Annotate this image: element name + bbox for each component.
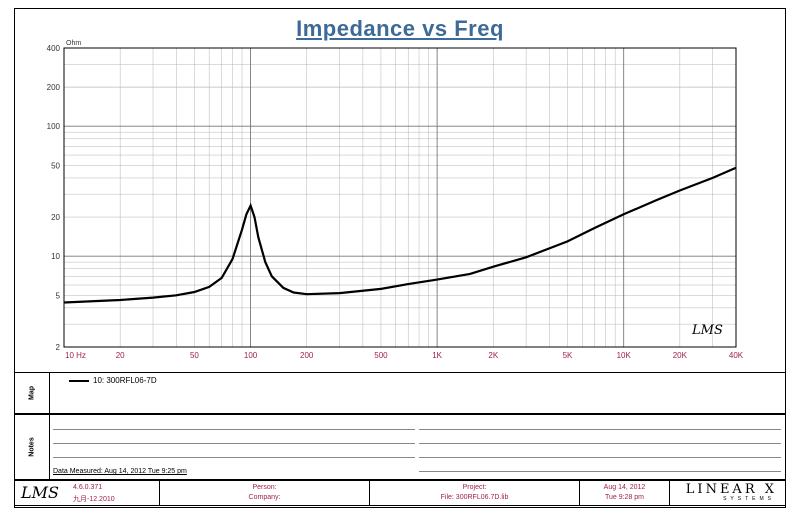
y-tick-label: 20 (51, 213, 60, 222)
footer-time: Tue 9:28 pm (604, 494, 645, 501)
x-tick-label: 100 (244, 351, 258, 360)
map-side-label: Map (15, 373, 50, 413)
x-tick-label: 500 (374, 351, 388, 360)
footer-person-cell: Person: Company: (160, 481, 370, 505)
notes-line (53, 429, 415, 430)
plot-border (63, 47, 737, 348)
linearx-logo: LINEAR X (685, 482, 777, 497)
footer-version-cell: LMS 4.6.0.371 九月-12.2010 (15, 481, 160, 505)
notes-line (419, 429, 781, 430)
notes-line (53, 443, 415, 444)
y-unit-label: Ohm (66, 40, 81, 47)
notes-side-label: Notes (15, 415, 50, 479)
legend-entry: 10: 300RFL06-7D (93, 376, 157, 385)
footer-project-cell: Project: File: 300RFL06.7D.lib (370, 481, 580, 505)
y-tick-label: 400 (47, 44, 61, 53)
grid-minor (64, 47, 737, 348)
footer-date-cell: Aug 14, 2012 Tue 9:28 pm (580, 481, 670, 505)
x-tick-label: 200 (300, 351, 314, 360)
lms-footer-logo: LMS (21, 483, 59, 502)
y-tick-label: 50 (51, 161, 60, 170)
x-tick-label: 10K (617, 351, 632, 360)
footer-date: Aug 14, 2012 (603, 484, 646, 491)
legend-line-swatch (69, 380, 89, 382)
version-text: 4.6.0.371 (73, 484, 103, 491)
data-measured-text: Data Measured: Aug 14, 2012 Tue 9:25 pm (53, 468, 187, 475)
notes-panel: Notes Data Measured: Aug 14, 2012 Tue 9:… (14, 414, 786, 480)
x-tick-label: 40K (729, 351, 744, 360)
x-tick-labels: 10 Hz 20 50 100 200 500 1K 2K 5K 10K 20K 40K (65, 351, 744, 360)
x-tick-label: 2K (488, 351, 498, 360)
x-tick-label: 20 (116, 351, 125, 360)
y-tick-label: 200 (47, 83, 61, 92)
notes-label: Notes (28, 437, 36, 457)
impedance-plot: 400 200 100 50 20 10 5 2 10 Hz 20 50 100 200 500 1K 2K… (47, 40, 744, 360)
notes-line (419, 471, 781, 472)
lms-watermark-logo: LMS (692, 323, 723, 338)
series-line-impedance (63, 166, 737, 304)
x-tick-label: 5K (563, 351, 573, 360)
chart-title: Impedance vs Freq (296, 16, 504, 41)
map-label: Map (28, 386, 36, 400)
notes-line (419, 457, 781, 458)
notes-line (53, 457, 415, 458)
footer-bar: LMS 4.6.0.371 九月-12.2010 Person: Company… (14, 480, 786, 506)
linearx-logo-sub: SYSTEMS (723, 496, 775, 502)
x-tick-label: 1K (432, 351, 442, 360)
company-label: Company: (248, 494, 281, 501)
file-label: File: 300RFL06.7D.lib (440, 494, 509, 501)
y-tick-label: 2 (56, 343, 61, 352)
x-tick-label: 10 Hz (65, 351, 86, 360)
y-tick-labels: 400 200 100 50 20 10 5 2 (47, 44, 61, 352)
y-tick-label: 5 (56, 291, 61, 300)
x-tick-label: 50 (190, 351, 199, 360)
project-label: Project: (462, 484, 487, 491)
notes-line (419, 443, 781, 444)
y-tick-label: 100 (47, 122, 61, 131)
map-panel: Map 10: 300RFL06-7D (14, 372, 786, 414)
x-tick-label: 20K (673, 351, 688, 360)
version-date-text: 九月-12.2010 (73, 496, 115, 503)
grid-major (63, 48, 736, 347)
y-tick-label: 10 (51, 252, 60, 261)
person-label: Person: (252, 484, 277, 491)
